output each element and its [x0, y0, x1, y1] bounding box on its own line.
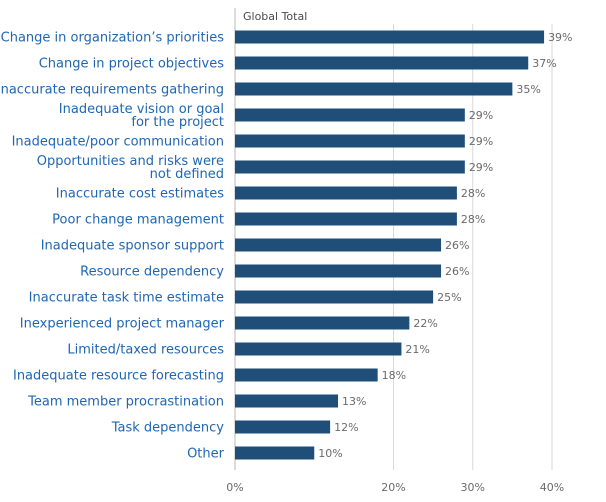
- value-label-0: 39%: [548, 31, 572, 44]
- category-label-6: Inaccurate cost estimates: [56, 187, 224, 202]
- bar-5: [235, 160, 465, 174]
- bar-14: [235, 394, 339, 408]
- category-label-12: Limited/taxed resources: [67, 343, 224, 358]
- value-labels: 39% 37% 35% 29% 29% 29% 28% 28% 26% 26% 25%22% 21% 1…: [318, 31, 572, 460]
- bar-0: [235, 30, 545, 44]
- category-label-14: Team member procrastination: [27, 395, 224, 410]
- bar-13: [235, 368, 378, 382]
- bar-16: [235, 446, 315, 460]
- bar-15: [235, 420, 331, 434]
- value-label-10: 25%: [437, 291, 461, 304]
- bar-2: [235, 82, 513, 96]
- bar-11: [235, 316, 410, 330]
- value-label-8: 26%: [445, 239, 469, 252]
- value-label-14: 13%: [342, 395, 366, 408]
- x-tick-label-2: 30%: [461, 481, 485, 494]
- value-label-12: 21%: [405, 343, 429, 356]
- category-label-15: Task dependency: [111, 421, 225, 436]
- value-label-5: 29%: [469, 161, 493, 174]
- category-label-16: Other: [187, 447, 225, 462]
- value-label-6: 28%: [461, 187, 485, 200]
- series-label: Global Total: [243, 10, 307, 23]
- bar-8: [235, 238, 442, 252]
- x-axis-ticks: 0% 20% 30% 40%: [226, 481, 564, 494]
- value-label-4: 29%: [469, 135, 493, 148]
- category-label-7: Poor change management: [52, 213, 224, 228]
- x-tick-label-1: 20%: [381, 481, 405, 494]
- bar-9: [235, 264, 442, 278]
- category-label-11: Inexperienced project manager: [20, 317, 225, 332]
- category-label-5: Opportunities and risks were not defined: [37, 154, 224, 182]
- value-label-11: 22%: [413, 317, 437, 330]
- category-label-2: Inaccurate requirements gathering: [0, 83, 224, 98]
- bar-3: [235, 108, 465, 122]
- category-label-10: Inaccurate task time estimate: [29, 291, 224, 306]
- bar-7: [235, 212, 457, 226]
- value-label-9: 26%: [445, 265, 469, 278]
- category-label-4: Inadequate/poor communication: [12, 135, 224, 150]
- category-label-8: Inadequate sponsor support: [41, 239, 224, 254]
- category-label-13: Inadequate resource forecasting: [13, 369, 224, 384]
- value-label-15: 12%: [334, 421, 358, 434]
- value-label-16: 10%: [318, 447, 342, 460]
- value-label-7: 28%: [461, 213, 485, 226]
- bars-layer: [235, 30, 545, 460]
- value-label-13: 18%: [382, 369, 406, 382]
- value-label-3: 29%: [469, 109, 493, 122]
- category-label-9: Resource dependency: [80, 265, 224, 280]
- bar-6: [235, 186, 457, 200]
- category-labels: Change in organization’s priorities Chang…: [0, 31, 225, 462]
- category-label-3: Inadequate vision or goal for the project: [59, 102, 224, 130]
- value-label-1: 37%: [532, 57, 556, 70]
- bar-12: [235, 342, 402, 356]
- bar-4: [235, 134, 465, 148]
- x-tick-label-0: 0%: [226, 481, 243, 494]
- x-tick-label-3: 40%: [540, 481, 564, 494]
- category-label-0: Change in organization’s priorities: [1, 31, 225, 46]
- category-label-1: Change in project objectives: [39, 57, 225, 72]
- bar-10: [235, 290, 434, 304]
- value-label-2: 35%: [516, 83, 540, 96]
- bar-1: [235, 56, 529, 70]
